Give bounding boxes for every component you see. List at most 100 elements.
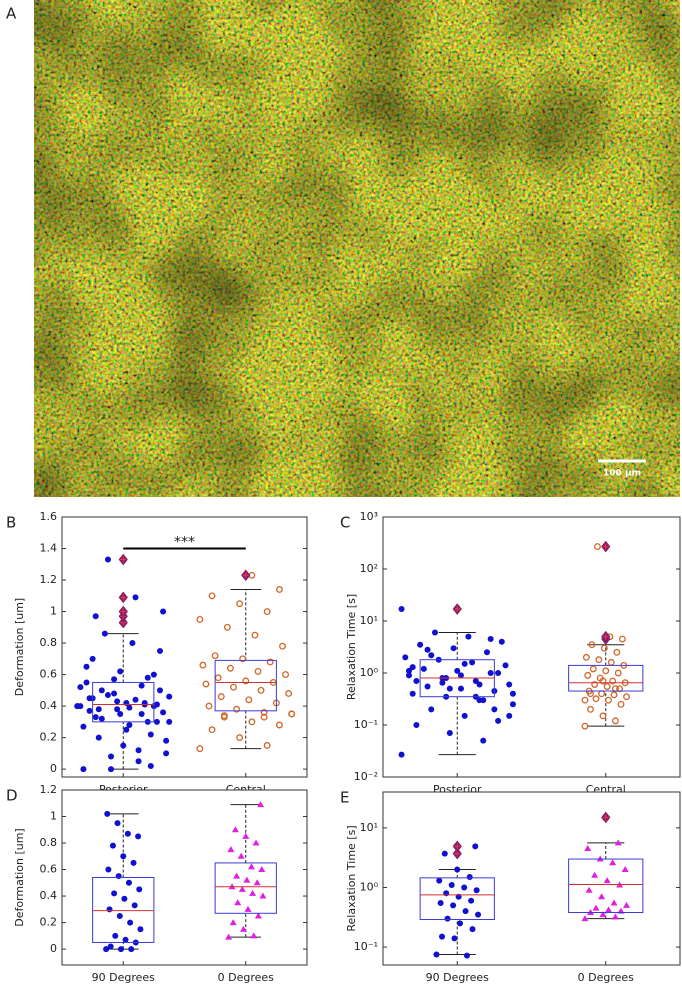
point <box>275 721 283 729</box>
point <box>163 750 170 757</box>
point <box>480 737 487 744</box>
point <box>491 706 498 713</box>
point <box>582 653 590 661</box>
outlier-cross <box>602 814 609 821</box>
outlier-cross <box>602 633 609 640</box>
point <box>114 820 121 827</box>
point <box>226 664 234 672</box>
point <box>592 904 600 911</box>
outlier-cross <box>120 556 127 563</box>
scale-bar-label: 100 µm <box>603 469 641 479</box>
point <box>612 717 619 725</box>
point <box>457 920 464 927</box>
y-tick-label: 10⁻² <box>354 770 378 783</box>
point <box>157 647 163 654</box>
point <box>609 859 617 866</box>
point <box>483 649 490 656</box>
point <box>157 687 163 694</box>
point <box>263 608 271 615</box>
point <box>138 682 145 689</box>
point <box>89 655 96 662</box>
point <box>236 600 244 608</box>
point <box>611 913 619 920</box>
y-tick-label: 10⁻¹ <box>354 940 378 953</box>
point <box>424 646 431 653</box>
point <box>405 667 412 674</box>
point <box>117 668 124 675</box>
point <box>77 703 84 710</box>
point <box>238 885 246 892</box>
point <box>623 693 630 701</box>
point <box>98 715 105 722</box>
x-tick-label: 0 Degrees <box>218 971 275 984</box>
point <box>208 726 216 734</box>
y-tick-label: 0.6 <box>40 668 58 681</box>
point <box>199 661 207 669</box>
point <box>250 932 258 939</box>
point <box>398 751 405 758</box>
point <box>450 902 457 909</box>
point <box>234 899 242 906</box>
point <box>439 679 446 686</box>
point <box>231 826 239 833</box>
point <box>95 706 102 713</box>
y-tick-label: 1 <box>50 605 57 618</box>
x-tick-label: 90 Degrees <box>92 971 156 984</box>
point <box>92 714 99 721</box>
point <box>413 678 420 685</box>
point <box>585 886 593 893</box>
point <box>237 852 245 859</box>
point <box>130 859 137 866</box>
box <box>214 862 277 914</box>
point <box>233 872 241 879</box>
point <box>446 730 453 737</box>
y-tick-label: 0.4 <box>40 699 58 712</box>
point <box>252 839 260 846</box>
point <box>468 897 475 904</box>
point <box>405 672 412 679</box>
point <box>108 753 114 760</box>
point <box>92 613 99 620</box>
point <box>431 629 438 636</box>
point <box>135 747 142 754</box>
point <box>124 830 131 837</box>
point <box>120 742 127 749</box>
point <box>260 708 268 716</box>
y-tick-label: 10⁰ <box>360 880 379 893</box>
y-tick-label: 1 <box>50 810 57 823</box>
point <box>254 912 262 919</box>
point <box>227 846 235 853</box>
point <box>448 882 455 889</box>
point <box>236 734 244 742</box>
point <box>202 680 210 688</box>
plot-frame <box>382 791 681 966</box>
point <box>233 705 241 713</box>
point <box>457 672 464 679</box>
point <box>83 679 90 686</box>
point <box>230 683 237 691</box>
point <box>136 886 143 893</box>
point <box>409 690 416 697</box>
point <box>117 946 124 953</box>
point <box>610 691 618 699</box>
point <box>123 699 130 706</box>
point <box>600 644 608 652</box>
point <box>463 952 470 959</box>
point <box>114 698 121 705</box>
point <box>211 652 219 660</box>
point <box>129 640 136 647</box>
point <box>111 690 118 697</box>
point <box>245 696 253 704</box>
point <box>138 710 145 717</box>
point <box>461 660 468 667</box>
point <box>196 615 204 623</box>
point <box>288 710 296 718</box>
y-tick-label: 10⁻¹ <box>354 718 378 731</box>
point <box>220 712 228 719</box>
point <box>135 833 142 840</box>
point <box>127 919 134 926</box>
point <box>476 681 483 688</box>
y-tick-label: 10² <box>360 562 378 575</box>
y-tick-label: 0.4 <box>40 889 58 902</box>
